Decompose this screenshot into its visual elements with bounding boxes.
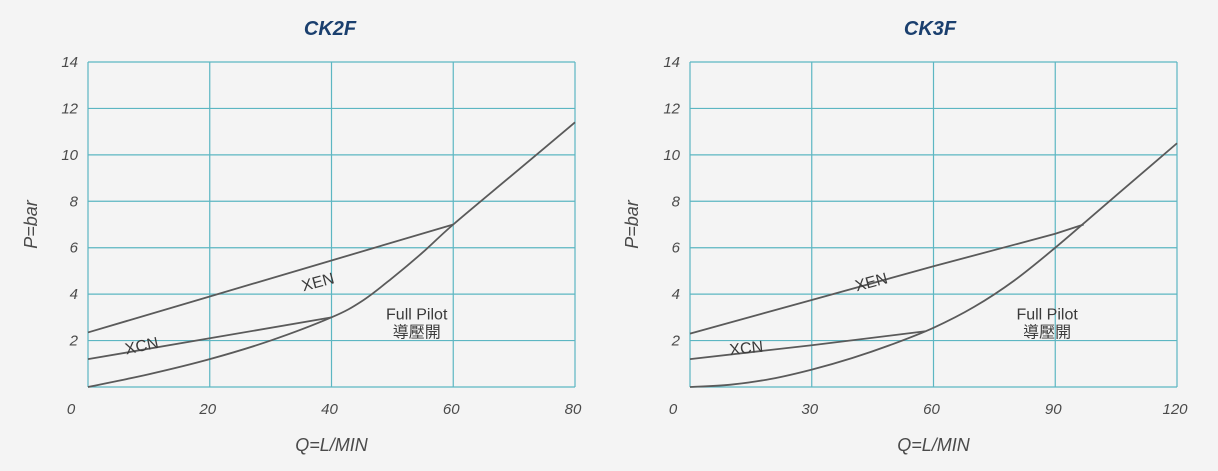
- chart-title: CK2F: [304, 18, 357, 40]
- series-line-xen: [689, 223, 1084, 335]
- grid: [87, 61, 576, 388]
- chart-1: CK2F 0 20 40 60 80 2 4 6 8 10 12 14 Q=L/MIN P=bar XEN XC…: [21, 18, 582, 455]
- x-tick-label: 90: [1045, 401, 1062, 418]
- y-axis-label: P=bar: [21, 199, 41, 249]
- y-tick-label: 14: [663, 54, 680, 71]
- series-line-full-pilot: [689, 142, 1178, 388]
- y-tick-label: 10: [663, 147, 680, 164]
- y-tick-label: 8: [672, 193, 681, 210]
- annotation-pilot-open: 導壓開: [1023, 323, 1071, 342]
- x-tick-label: 40: [321, 401, 338, 418]
- y-tick-label: 8: [70, 193, 79, 210]
- annotation-full-pilot: Full Pilot: [1016, 307, 1078, 324]
- y-tick-label: 14: [61, 54, 78, 71]
- chart-2: CK3F 0 30 60 90 120 2 4 6 8 10 12 14 Q=L/MIN P=bar XEN X…: [622, 18, 1188, 455]
- series-label-xcn: XCN: [124, 335, 161, 359]
- y-tick-label: 12: [61, 100, 78, 117]
- y-tick-label: 2: [69, 333, 79, 350]
- series-line-full-pilot: [87, 121, 576, 388]
- annotation-pilot-open: 導壓開: [393, 323, 441, 342]
- annotation-full-pilot: Full Pilot: [386, 307, 448, 324]
- grid: [689, 61, 1178, 388]
- series-line-xen: [87, 223, 454, 334]
- x-tick-label: 0: [669, 401, 678, 418]
- y-tick-label: 6: [672, 240, 681, 257]
- series-line-xcn: [689, 330, 926, 361]
- series-label-xcn: XCN: [729, 339, 764, 359]
- y-axis-label: P=bar: [622, 199, 642, 249]
- series-label-xen: XEN: [300, 270, 336, 295]
- x-tick-label: 20: [198, 401, 216, 418]
- y-tick-label: 10: [61, 147, 78, 164]
- x-tick-label: 80: [565, 401, 582, 418]
- chart-title: CK3F: [904, 18, 957, 40]
- series-label-xen: XEN: [853, 270, 889, 295]
- x-tick-label: 0: [67, 401, 76, 418]
- x-tick-label: 60: [923, 401, 940, 418]
- y-tick-label: 12: [663, 100, 680, 117]
- y-tick-label: 4: [70, 286, 78, 303]
- y-tick-label: 4: [672, 286, 680, 303]
- x-tick-label: 120: [1162, 401, 1188, 418]
- y-tick-label: 6: [70, 240, 79, 257]
- x-tick-label: 30: [801, 401, 818, 418]
- y-tick-label: 2: [671, 333, 681, 350]
- x-tick-label: 60: [443, 401, 460, 418]
- series-line-xcn: [87, 316, 332, 361]
- x-axis-label: Q=L/MIN: [897, 435, 971, 455]
- x-axis-label: Q=L/MIN: [295, 435, 369, 455]
